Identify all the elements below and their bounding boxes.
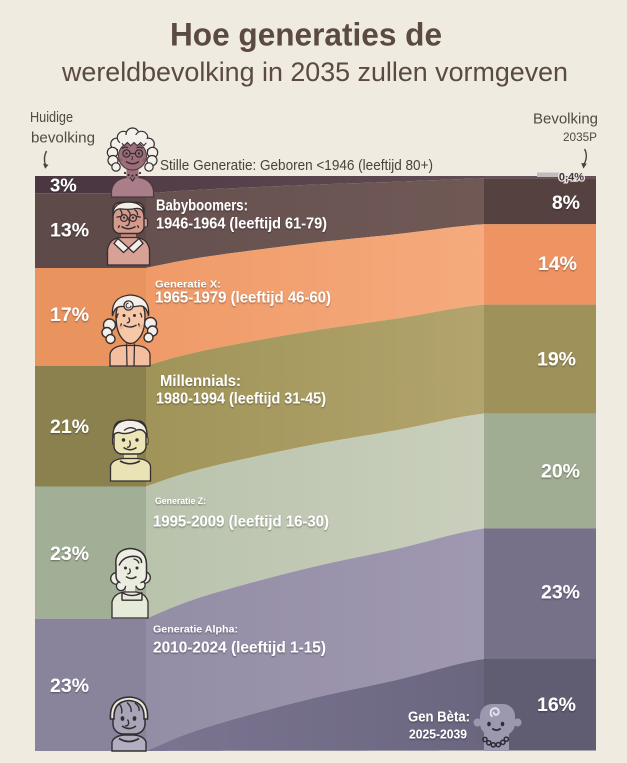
svg-text:1965-1979 (leeftijd 46-60): 1965-1979 (leeftijd 46-60) xyxy=(155,290,331,307)
svg-text:2010-2024 (leeftijd 1-15): 2010-2024 (leeftijd 1-15) xyxy=(153,640,326,657)
svg-text:1995-2009 (leeftijd 16-30): 1995-2009 (leeftijd 16-30) xyxy=(153,514,329,531)
svg-text:20%: 20% xyxy=(541,461,580,483)
svg-text:1946-1964 (leeftijd 61-79): 1946-1964 (leeftijd 61-79) xyxy=(156,216,327,233)
svg-text:Gen Bèta:: Gen Bèta: xyxy=(408,709,470,726)
svg-text:23%: 23% xyxy=(50,675,89,697)
svg-text:Babyboomers:: Babyboomers: xyxy=(156,198,248,215)
svg-text:Bevolking: Bevolking xyxy=(533,111,598,128)
svg-text:Generatie Z:: Generatie Z: xyxy=(155,496,206,507)
svg-text:23%: 23% xyxy=(50,543,89,565)
svg-text:8%: 8% xyxy=(552,192,580,214)
svg-text:2035P: 2035P xyxy=(563,132,597,144)
svg-text:17%: 17% xyxy=(50,304,89,326)
svg-text:14%: 14% xyxy=(538,253,577,275)
svg-text:Generatie Alpha:: Generatie Alpha: xyxy=(153,625,238,636)
svg-text:1980-1994 (leeftijd 31-45): 1980-1994 (leeftijd 31-45) xyxy=(156,391,326,408)
svg-text:Millennials:: Millennials: xyxy=(160,373,241,390)
svg-text:19%: 19% xyxy=(537,349,576,371)
svg-text:16%: 16% xyxy=(537,694,576,716)
svg-text:0,4%: 0,4% xyxy=(559,172,584,184)
svg-text:Hoe generaties de: Hoe generaties de xyxy=(170,17,442,53)
svg-text:13%: 13% xyxy=(50,220,89,242)
svg-text:Huidige: Huidige xyxy=(30,110,73,126)
svg-text:23%: 23% xyxy=(541,582,580,604)
svg-text:2025-2039: 2025-2039 xyxy=(409,727,467,742)
svg-text:wereldbevolking in 2035 zullen: wereldbevolking in 2035 zullen vormgeven xyxy=(61,57,568,87)
svg-text:3%: 3% xyxy=(50,175,77,196)
svg-text:bevolking: bevolking xyxy=(31,130,95,147)
svg-text:21%: 21% xyxy=(50,416,89,438)
svg-text:Stille Generatie: Geboren <194: Stille Generatie: Geboren <1946 (leeftij… xyxy=(160,157,433,174)
svg-text:Generatie X:: Generatie X: xyxy=(155,280,221,291)
